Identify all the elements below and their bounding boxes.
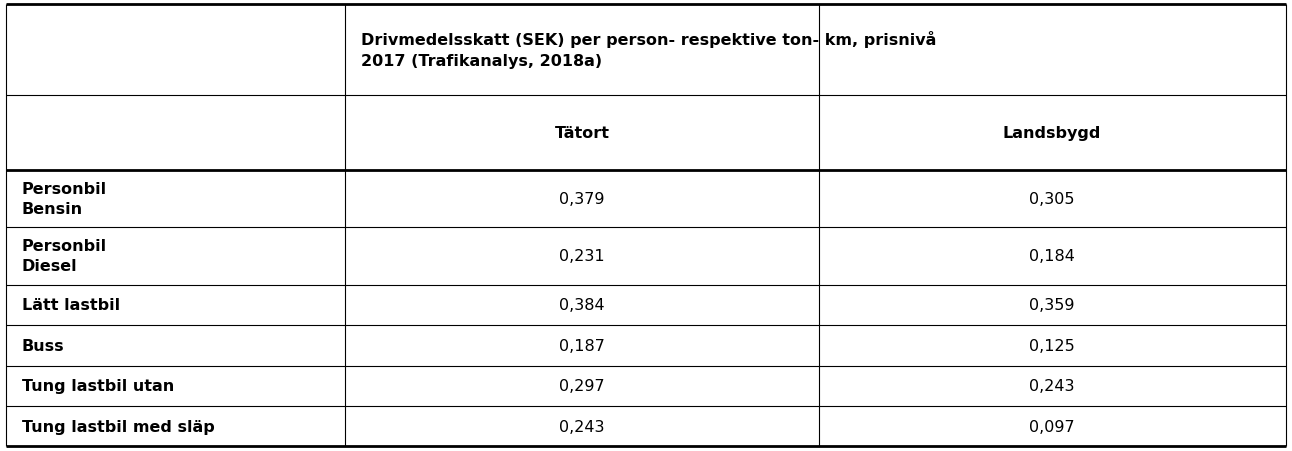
Text: Tung lastbil utan: Tung lastbil utan	[22, 378, 174, 393]
Text: 0,384: 0,384	[559, 298, 605, 313]
Text: Drivmedelsskatt (SEK) per person- respektive ton- km, prisnivå
2017 (Trafikanaly: Drivmedelsskatt (SEK) per person- respek…	[360, 31, 937, 69]
Text: Tätort: Tätort	[554, 125, 610, 141]
Text: Lätt lastbil: Lätt lastbil	[22, 298, 120, 313]
Text: 0,305: 0,305	[1030, 192, 1075, 207]
Text: Buss: Buss	[22, 338, 65, 353]
Text: 0,097: 0,097	[1030, 419, 1075, 434]
Text: 0,297: 0,297	[559, 378, 605, 393]
Text: 0,184: 0,184	[1030, 249, 1075, 264]
Text: 0,243: 0,243	[559, 419, 605, 434]
Text: Personbil
Bensin: Personbil Bensin	[22, 182, 107, 216]
Text: Tung lastbil med släp: Tung lastbil med släp	[22, 419, 214, 434]
Text: 0,187: 0,187	[559, 338, 605, 353]
Text: Personbil
Diesel: Personbil Diesel	[22, 239, 107, 274]
Text: 0,379: 0,379	[559, 192, 605, 207]
Text: 0,231: 0,231	[559, 249, 605, 264]
Text: 0,125: 0,125	[1030, 338, 1075, 353]
Text: Landsbygd: Landsbygd	[1003, 125, 1101, 141]
Text: 0,359: 0,359	[1030, 298, 1075, 313]
Text: 0,243: 0,243	[1030, 378, 1075, 393]
